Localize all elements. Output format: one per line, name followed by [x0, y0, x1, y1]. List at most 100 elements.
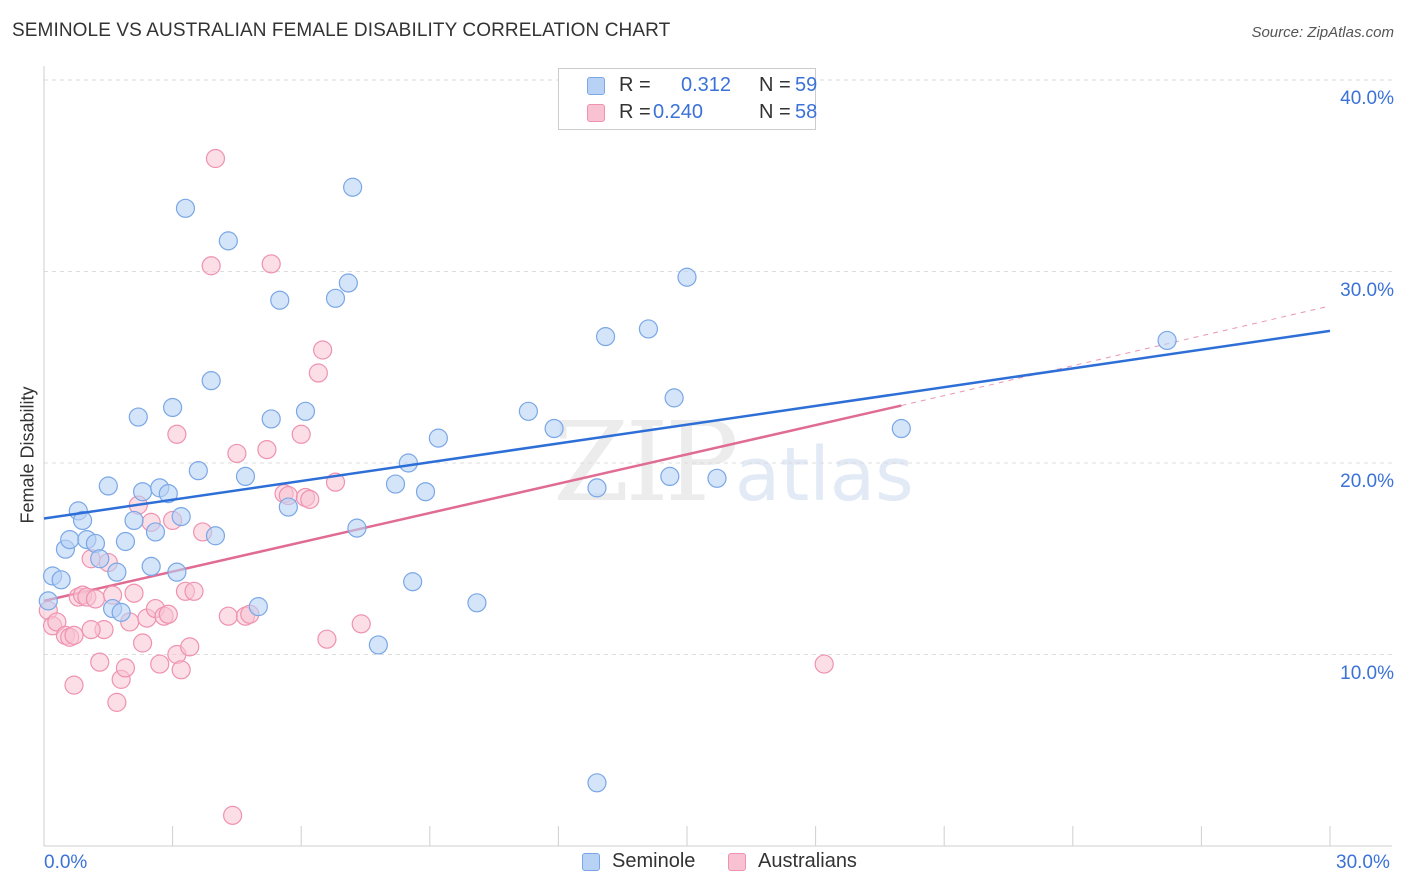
australians-point — [64, 625, 84, 645]
seminole-point — [124, 510, 144, 531]
australians-point — [291, 424, 311, 444]
seminole-swatch — [587, 77, 605, 95]
australians-trend-line — [43, 404, 902, 603]
australians-point — [308, 363, 328, 383]
seminole-point — [72, 510, 93, 531]
stats-legend: R = 0.312 N = 59 R = 0.240 N = 58 — [558, 68, 818, 130]
seminole-point — [132, 482, 153, 502]
seminole-point — [325, 288, 346, 308]
seminole-point — [145, 522, 166, 542]
y-axis-label: Female Disability — [17, 386, 38, 524]
australians-point — [205, 148, 226, 169]
australians-point — [223, 805, 243, 825]
australians-point — [227, 443, 247, 464]
australians-point — [171, 660, 191, 680]
australians-trend-extension — [901, 305, 1331, 407]
seminole-point — [235, 466, 256, 487]
australians-point — [81, 620, 101, 640]
seminole-point — [891, 418, 911, 439]
seminole-point — [167, 562, 187, 582]
seminole-point — [677, 267, 697, 287]
n-value: 58 — [795, 101, 818, 123]
australians-point — [257, 439, 277, 460]
australians-point — [47, 612, 67, 632]
seminole-point — [707, 468, 727, 488]
seminole-point — [398, 453, 418, 473]
australians-points — [38, 148, 834, 825]
seminole-point — [403, 572, 423, 592]
seminole-point — [158, 484, 178, 504]
seminole-point — [270, 290, 290, 310]
seminole-point — [467, 593, 487, 613]
seminole-point — [544, 418, 564, 439]
watermark-atlas: atlas — [734, 432, 914, 518]
watermark-zip: ZIP — [553, 398, 739, 526]
seminole-point — [278, 497, 298, 517]
seminole-point — [163, 397, 183, 418]
seminole-point — [248, 597, 268, 617]
seminole-point — [385, 474, 406, 494]
australians-point — [115, 658, 136, 678]
australians-point — [351, 614, 371, 634]
seminole-point — [415, 482, 436, 502]
australians-label: Australians — [758, 850, 857, 872]
australians-point — [158, 604, 178, 624]
chart-title: SEMINOLE VS AUSTRALIAN FEMALE DISABILITY… — [12, 20, 671, 41]
australians-point — [184, 581, 204, 601]
y-tick-label: 40.0% — [1340, 88, 1394, 109]
r-label: R = — [619, 74, 651, 96]
seminole-point — [175, 198, 196, 218]
seminole-point — [115, 531, 136, 552]
seminole-point — [201, 371, 221, 391]
watermark: ZIPatlas — [553, 398, 914, 526]
seminole-point — [638, 319, 659, 339]
australians-point — [124, 583, 144, 603]
seminole-trend-layer — [43, 329, 1331, 520]
australians-point — [132, 633, 153, 653]
y-tick-label: 20.0% — [1340, 471, 1394, 492]
r-label: R = — [619, 101, 651, 123]
r-value: 0.312 — [681, 74, 732, 96]
seminole-point — [261, 409, 281, 429]
seminole-label: Seminole — [612, 850, 696, 872]
seminole-point — [90, 549, 110, 569]
seminole-point — [38, 591, 58, 611]
australians-point — [313, 340, 333, 360]
seminole-swatch — [582, 853, 600, 871]
australians-point — [261, 254, 281, 274]
seminole-point — [664, 388, 684, 408]
n-label: N = — [759, 74, 791, 96]
seminole-point — [587, 773, 607, 793]
seminole-points — [38, 177, 1177, 793]
seminole-point — [295, 401, 316, 421]
seminole-point — [60, 529, 80, 550]
x-tick-label-min: 0.0% — [44, 852, 88, 873]
y-tick-label: 30.0% — [1340, 279, 1394, 301]
source-credit: Source: ZipAtlas.com — [1251, 24, 1394, 41]
seminole-point — [595, 327, 616, 347]
seminole-point — [98, 476, 118, 496]
seminole-point — [343, 177, 363, 197]
seminole-trend-line — [43, 329, 1331, 520]
seminole-point — [518, 401, 538, 421]
seminole-point — [1157, 330, 1177, 351]
australians-point — [218, 606, 238, 626]
australians-point — [814, 654, 834, 674]
seminole-point — [51, 570, 71, 590]
seminole-point — [368, 635, 388, 655]
seminole-point — [218, 231, 238, 251]
x-tick-label-max: 30.0% — [1336, 852, 1390, 873]
australians-point — [85, 589, 106, 609]
seminole-point — [111, 602, 131, 622]
r-value: 0.240 — [653, 101, 704, 123]
australians-swatch — [587, 104, 605, 122]
australians-point — [201, 256, 221, 276]
australians-point — [300, 489, 320, 509]
gridlines — [44, 79, 1392, 655]
seminole-point — [171, 507, 191, 527]
australians-point — [107, 692, 127, 712]
australians-point — [167, 424, 187, 444]
seminole-point — [587, 478, 607, 498]
seminole-point — [205, 526, 226, 546]
